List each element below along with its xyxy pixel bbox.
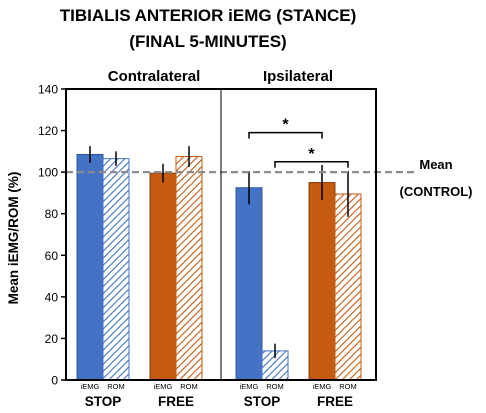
group-label-stop: STOP bbox=[244, 394, 281, 409]
significance-star: * bbox=[282, 117, 289, 134]
bar-ipsilateral-free-iemg bbox=[308, 182, 336, 381]
significance-star: * bbox=[308, 146, 315, 163]
significance-bracket bbox=[274, 161, 349, 168]
y-tick-label: 0 bbox=[51, 374, 58, 388]
y-tick-label: 40 bbox=[45, 290, 59, 304]
y-tick-label: 120 bbox=[38, 124, 58, 138]
y-tick-label: 140 bbox=[38, 83, 58, 97]
group-label-free: FREE bbox=[317, 394, 353, 409]
bar-label-rom: ROM bbox=[107, 382, 125, 391]
chart-title-line1: TIBIALIS ANTERIOR iEMG (STANCE) bbox=[60, 6, 357, 25]
bar-contralateral-stop-iemg bbox=[76, 153, 104, 381]
bar-ipsilateral-free-rom bbox=[334, 193, 362, 381]
bar-contralateral-stop-rom bbox=[102, 158, 130, 381]
reference-label-line2: (CONTROL) bbox=[400, 184, 473, 199]
panel-label-ipsilateral: Ipsilateral bbox=[263, 68, 333, 85]
bar-contralateral-free-iemg bbox=[149, 172, 177, 381]
bar-label-iemg: iEMG bbox=[154, 382, 173, 391]
y-axis-label: Mean iEMG/ROM (%) bbox=[6, 172, 21, 305]
bar-label-iemg: iEMG bbox=[240, 382, 259, 391]
group-label-stop: STOP bbox=[85, 394, 122, 409]
y-tick-label: 80 bbox=[45, 207, 59, 221]
bar-label-rom: ROM bbox=[180, 382, 198, 391]
bar-label-rom: ROM bbox=[266, 382, 284, 391]
bar-label-iemg: iEMG bbox=[313, 382, 332, 391]
reference-label-line1: Mean bbox=[419, 157, 452, 172]
group-label-free: FREE bbox=[158, 394, 194, 409]
chart-title-line2: (FINAL 5-MINUTES) bbox=[129, 32, 286, 51]
y-tick-label: 60 bbox=[45, 249, 59, 263]
bar-contralateral-free-rom bbox=[175, 156, 203, 381]
bar-label-rom: ROM bbox=[339, 382, 357, 391]
y-tick-label: 20 bbox=[45, 332, 59, 346]
bar-ipsilateral-stop-iemg bbox=[235, 187, 263, 381]
bar-ipsilateral-stop-rom bbox=[261, 350, 289, 381]
panel-label-contralateral: Contralateral bbox=[108, 68, 201, 85]
bar-label-iemg: iEMG bbox=[81, 382, 100, 391]
y-tick-label: 100 bbox=[38, 166, 58, 180]
significance-bracket bbox=[248, 131, 323, 139]
